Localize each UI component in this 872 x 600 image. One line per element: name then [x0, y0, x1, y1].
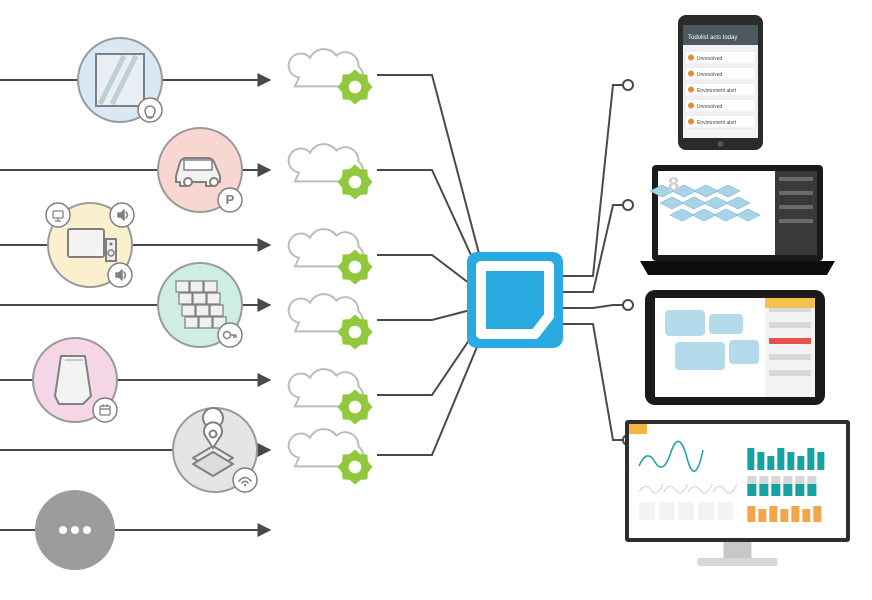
cloud-2: [289, 229, 373, 284]
cloud-5: [289, 429, 373, 484]
hub-out-3: [563, 324, 628, 440]
stacked-bar-icon: [783, 484, 792, 496]
stacked-bar-icon: [795, 484, 804, 496]
stacked-bar-icon: [771, 484, 780, 496]
cloud-4: [289, 369, 373, 424]
laptop-base: [640, 261, 835, 275]
hub-out-dot-2: [623, 300, 633, 310]
phone-row-label: Unresolved: [697, 104, 723, 110]
hub-out-2: [563, 305, 628, 308]
hub-out-0: [563, 85, 628, 276]
stat-card: [698, 502, 714, 520]
bar-icon: [817, 452, 824, 470]
orange-bar-icon: [802, 509, 810, 522]
bar-icon: [777, 448, 784, 470]
alert-dot-icon: [688, 55, 694, 61]
cloud-link-1: [377, 170, 482, 279]
floorplan-zone-icon: [665, 310, 705, 336]
orange-bar-icon: [747, 506, 755, 522]
phone-title: Todolist acts today: [688, 35, 737, 41]
tablet-accent-row: [769, 338, 811, 344]
monitor-tab: [629, 424, 647, 434]
stat-card: [718, 502, 734, 520]
cloud-link-4: [377, 321, 482, 395]
stacked-bar-icon: [759, 484, 768, 496]
floorplan-zone-icon: [729, 340, 759, 364]
floorplan-zone-icon: [675, 342, 725, 370]
orange-bar-icon: [791, 506, 799, 522]
orange-bar-icon: [769, 506, 777, 522]
phone-row-label: Unresolved: [697, 72, 723, 78]
device-tablet: [645, 290, 825, 405]
monitor-neck: [724, 542, 752, 558]
device-phone: Todolist acts today Unresolved Unresolved E…: [678, 15, 763, 150]
badge-bg: [233, 468, 257, 492]
badge-bg: [46, 203, 70, 227]
stacked-bar-icon: [807, 484, 816, 496]
source-lighting: [78, 38, 162, 122]
source-booking: [33, 338, 117, 422]
source-av: [46, 203, 134, 287]
dots-icon: [71, 526, 79, 534]
source-parking: P: [158, 128, 242, 212]
cloud-0: [289, 49, 373, 104]
badge-letter: P: [226, 192, 235, 207]
dots-icon: [59, 526, 67, 534]
phone-row-label: Environment alert: [697, 120, 737, 126]
stat-card: [639, 502, 655, 520]
source-more: [35, 490, 115, 570]
hub-out-dot-0: [623, 80, 633, 90]
dots-icon: [83, 526, 91, 534]
alert-dot-icon: [688, 87, 694, 93]
floor-label: 8: [668, 174, 679, 196]
tablet-header-strip: [765, 298, 815, 308]
laptop-sidebar: [775, 171, 817, 255]
badge-bg: [93, 398, 117, 422]
phone-row-label: Environment alert: [697, 88, 737, 94]
cloud-1: [289, 144, 373, 199]
alert-dot-icon: [688, 71, 694, 77]
hub: [467, 252, 563, 348]
bar-icon: [787, 452, 794, 470]
cloud-link-3: [377, 307, 482, 320]
device-monitor: [625, 420, 850, 566]
bar-icon: [747, 448, 754, 470]
cloud-link-2: [377, 255, 482, 293]
bar-icon: [767, 456, 774, 470]
bar-icon: [807, 448, 814, 470]
cloud-3: [289, 294, 373, 349]
stat-card: [678, 502, 694, 520]
bar-icon: [757, 452, 764, 470]
orange-bar-icon: [758, 509, 766, 522]
phone-row-label: Unresolved: [697, 56, 723, 62]
stat-card: [659, 502, 675, 520]
source-wayfinding: [173, 408, 257, 492]
floorplan-zone-icon: [709, 314, 743, 334]
kiosk-icon: [55, 356, 91, 404]
bar-icon: [797, 456, 804, 470]
hub-out-dot-1: [623, 200, 633, 210]
alert-dot-icon: [688, 119, 694, 125]
device-laptop: 8: [640, 165, 835, 275]
screen-icon: [68, 229, 104, 257]
alert-dot-icon: [688, 103, 694, 109]
orange-bar-icon: [813, 506, 821, 522]
tablet-sidebar: [765, 298, 815, 397]
home-button-icon: [718, 141, 724, 147]
stacked-bar-icon: [747, 484, 756, 496]
source-lockers: [158, 263, 242, 347]
orange-bar-icon: [780, 509, 788, 522]
monitor-base: [698, 558, 778, 566]
